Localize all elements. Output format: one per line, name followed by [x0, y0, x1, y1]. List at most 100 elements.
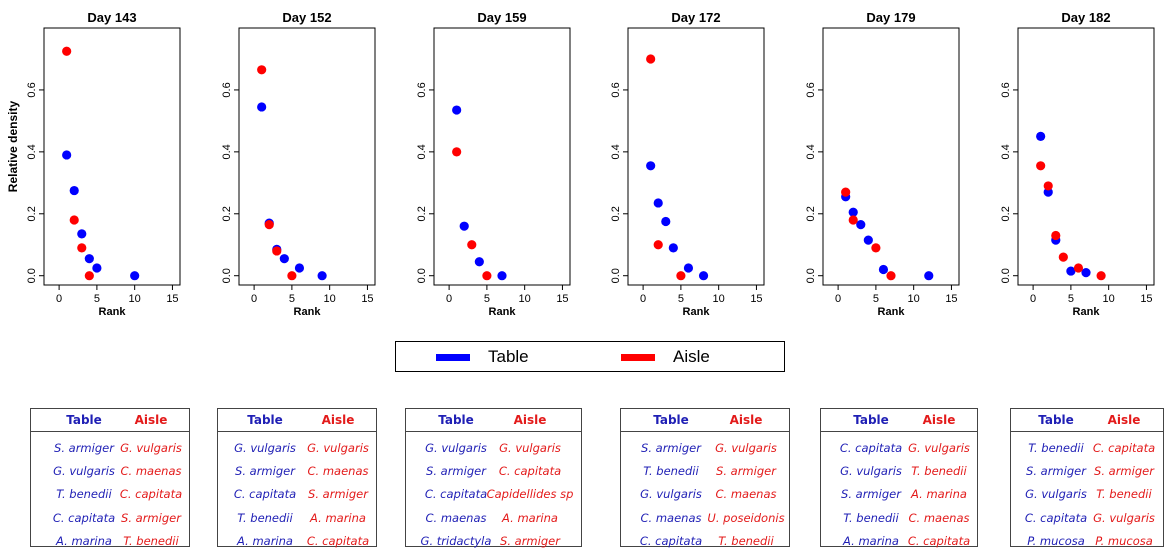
x-tick-label: 15	[945, 293, 957, 305]
legend-swatch-aisle	[621, 354, 655, 361]
data-point-aisle	[84, 271, 94, 281]
x-axis-label: Rank	[683, 306, 711, 318]
cell-table-species: C. capitata	[839, 441, 903, 455]
data-point-aisle	[452, 147, 462, 157]
data-point-table	[1066, 266, 1076, 276]
data-point-table	[863, 235, 873, 245]
cell-aisle-species: C. capitata	[119, 487, 183, 502]
header-table: Table	[653, 413, 689, 427]
cell-table-species: C. capitata	[1024, 510, 1088, 525]
legend-label-aisle: Aisle	[673, 347, 710, 366]
header-aisle: Aisle	[922, 413, 956, 427]
x-tick-label: 10	[519, 293, 531, 305]
data-point-aisle	[62, 46, 72, 56]
cell-table-species: G. vulgaris	[53, 464, 115, 479]
header-table: Table	[66, 413, 102, 427]
y-tick-label: 0.0	[1000, 268, 1012, 283]
x-tick-label: 5	[873, 293, 879, 305]
x-tick-label: 10	[1103, 293, 1115, 305]
data-point-aisle	[1036, 161, 1046, 171]
species-table-5: Table Aisle C. capitata G. vulgaris S. armig…	[820, 408, 978, 548]
data-point-table	[646, 161, 656, 171]
data-point-table	[856, 220, 866, 230]
y-tick-label: 0.6	[26, 82, 38, 97]
data-point-table	[69, 185, 79, 196]
cell-table-species: A. marina	[56, 533, 112, 548]
cell-table-species: C. capitata	[639, 533, 703, 548]
cell-table-species: C. capitata	[233, 487, 297, 502]
cell-aisle-species: T. benedii	[911, 464, 967, 479]
x-tick-label: 5	[678, 293, 684, 305]
y-tick-label: 0.4	[221, 144, 233, 159]
table-header: Table Aisle	[621, 409, 789, 432]
x-axis-label: Rank	[878, 306, 906, 318]
cell-table-species: G. vulgaris	[640, 487, 702, 502]
data-point-aisle	[264, 220, 274, 230]
legend-label-table: Table	[488, 347, 529, 366]
cell-aisle-species: S. armiger	[121, 510, 181, 525]
header-table: Table	[247, 413, 283, 427]
x-tick-label: 15	[361, 293, 373, 305]
cell-table-species: P. mucosa	[1027, 533, 1085, 548]
header-aisle: Aisle	[321, 413, 355, 427]
chart-title: Day 172	[671, 10, 720, 25]
data-point-aisle	[848, 215, 858, 225]
data-point-table	[130, 271, 140, 281]
data-point-aisle	[467, 240, 477, 250]
y-tick-label: 0.2	[416, 206, 428, 221]
cell-aisle-species: C. capitata	[907, 533, 971, 548]
x-tick-label: 5	[1068, 293, 1074, 305]
y-tick-label: 0.2	[1000, 206, 1012, 221]
cell-table-species: C. capitata	[424, 487, 488, 502]
table-header: Table Aisle	[406, 409, 581, 432]
data-point-aisle	[77, 243, 87, 253]
y-tick-label: 0.4	[610, 144, 622, 159]
cell-table-species: S. armiger	[235, 464, 295, 479]
data-point-table	[1036, 131, 1046, 141]
y-axis-label: Relative density	[6, 100, 20, 192]
data-point-aisle	[646, 54, 656, 64]
cell-aisle-species: A. marina	[502, 510, 558, 525]
cell-aisle-species: T. benedii	[123, 533, 179, 548]
cell-aisle-species: S. armiger	[716, 464, 776, 479]
cell-table-species: S. armiger	[841, 487, 901, 502]
y-tick-label: 0.2	[26, 206, 38, 221]
cell-table-species: T. benedii	[843, 510, 899, 525]
data-point-aisle	[1073, 263, 1084, 273]
cell-table-species: T. benedii	[237, 510, 293, 525]
plot-frame	[433, 27, 571, 286]
y-tick-label: 0.2	[221, 206, 233, 221]
y-tick-label: 0.4	[1000, 144, 1012, 159]
y-tick-label: 0.0	[221, 268, 233, 283]
x-tick-label: 5	[484, 293, 490, 305]
species-table-2: Table Aisle G. vulgaris S. armiger C. capita…	[217, 408, 377, 548]
y-tick-label: 0.2	[805, 206, 817, 221]
header-table: Table	[853, 413, 889, 427]
x-tick-label: 0	[1030, 293, 1036, 305]
cell-aisle-species: G. vulgaris	[120, 441, 182, 455]
data-point-aisle	[886, 271, 896, 281]
data-point-aisle	[1043, 181, 1053, 191]
cell-table-species: G. vulgaris	[840, 464, 902, 479]
cell-table-species: C. maenas	[425, 510, 487, 525]
data-point-table	[474, 257, 484, 267]
legend-swatch-table	[436, 354, 470, 361]
data-point-aisle	[69, 215, 79, 225]
chart-title: Day 179	[866, 10, 915, 25]
data-point-table	[683, 263, 694, 273]
data-point-table	[878, 264, 889, 275]
y-tick-label: 0.6	[221, 82, 233, 97]
data-point-table	[924, 271, 934, 281]
x-axis-label: Rank	[489, 306, 517, 318]
data-point-table	[698, 271, 709, 281]
table-header: Table Aisle	[218, 409, 376, 432]
plot-frame	[1017, 27, 1155, 286]
species-table-3: Table Aisle G. vulgaris S. armiger C. capita…	[405, 408, 582, 548]
cell-table-species: S. armiger	[426, 464, 486, 479]
header-aisle: Aisle	[1107, 413, 1141, 427]
cell-table-species: S. armiger	[54, 441, 114, 455]
data-point-aisle	[482, 271, 492, 281]
chart-panel-3: Day 159 0 5 10 15 0.0 0.2 0.4 0.6 Rank	[416, 10, 571, 318]
x-tick-label: 0	[446, 293, 452, 305]
data-point-table	[459, 221, 469, 231]
